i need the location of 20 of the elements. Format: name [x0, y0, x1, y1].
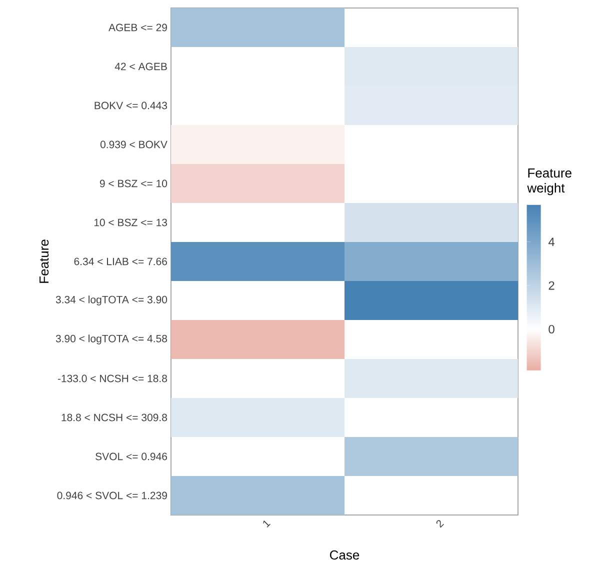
y-tick-label: BOKV <= 0.443 [94, 102, 167, 110]
y-tick-label: 10 < BSZ <= 13 [94, 218, 167, 226]
y-tick-label: 3.34 < logTOTA <= 3.90 [56, 296, 168, 306]
y-axis-title: Feature [40, 240, 49, 283]
y-tick-label: 0.939 < BOKV [100, 140, 168, 148]
color-bar-title: Feature weight [527, 168, 572, 196]
color-bar-label: 4 [548, 238, 555, 246]
x-axis-title: Case [330, 550, 360, 560]
y-tick-label: 18.8 < NCSH <= 309.8 [62, 414, 167, 422]
color-bar-label: 2 [548, 281, 554, 290]
color-bar-label: 0 [548, 324, 554, 334]
x-tick-label: 1 [263, 520, 270, 528]
y-tick-label: 0.946 < SVOL <= 1.239 [57, 492, 167, 500]
y-tick-label: -133.0 < NCSH <= 18.8 [58, 374, 167, 382]
y-tick-label: 3.90 < logTOTA <= 4.58 [56, 334, 168, 344]
y-tick-label: 9 < BSZ <= 10 [100, 180, 168, 188]
y-tick-label: 42 < AGEB [114, 62, 167, 70]
y-tick-label: AGEB <= 29 [108, 24, 167, 32]
y-tick-label: 6.34 < LIAB <= 7.66 [74, 258, 167, 266]
y-tick-label: SVOL <= 0.946 [96, 452, 167, 460]
